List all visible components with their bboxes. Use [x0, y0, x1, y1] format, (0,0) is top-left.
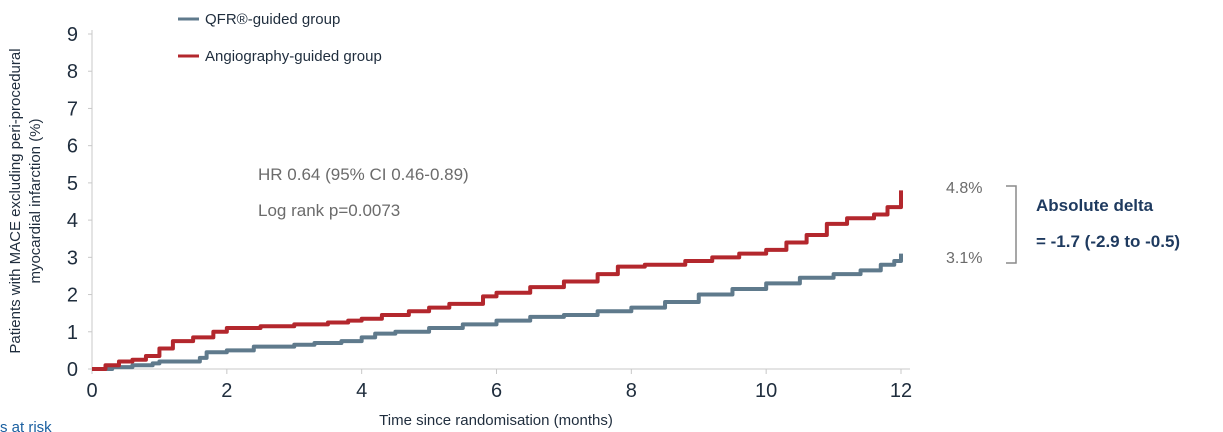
y-tick-label: 2	[67, 285, 78, 307]
x-axis-title: Time since randomisation (months)	[379, 412, 613, 429]
x-tick-label: 4	[356, 380, 367, 402]
y-ticks: 0 1 2 3 4 5 6 7 8 9	[67, 24, 92, 381]
y-axis-title-line1: Patients with MACE excluding peri-proced…	[7, 48, 24, 353]
delta-bracket	[1006, 185, 1017, 264]
y-tick-label: 7	[67, 98, 78, 120]
y-tick-label: 0	[67, 359, 78, 381]
y-axis-title: Patients with MACE excluding peri-proced…	[7, 48, 44, 353]
x-tick-label: 10	[755, 380, 777, 402]
end-label-angio: 4.8%	[946, 180, 982, 197]
x-tick-label: 6	[491, 380, 502, 402]
log-rank-text: Log rank p=0.0073	[258, 201, 400, 220]
legend: QFR®-guided group Angiography-guided gro…	[178, 11, 382, 65]
series-line-qfr	[92, 253, 903, 371]
delta-label: Absolute delta	[1036, 196, 1154, 215]
y-tick-label: 8	[67, 61, 78, 83]
y-tick-label: 6	[67, 136, 78, 158]
legend-label-qfr: QFR®-guided group	[205, 11, 340, 28]
x-ticks: 0 2 4 6 8 10 12	[86, 369, 912, 402]
series-group	[92, 190, 903, 371]
y-tick-label: 4	[67, 210, 78, 232]
x-tick-label: 0	[86, 380, 97, 402]
y-tick-label: 9	[67, 24, 78, 46]
y-tick-label: 3	[67, 247, 78, 269]
legend-label-angio: Angiography-guided group	[205, 48, 382, 65]
x-tick-label: 2	[221, 380, 232, 402]
series-line-angio	[92, 190, 903, 371]
x-tick-label: 12	[890, 380, 912, 402]
y-tick-label: 1	[67, 322, 78, 344]
x-tick-label: 8	[626, 380, 637, 402]
end-label-qfr: 3.1%	[946, 250, 982, 267]
numbers-at-risk-label: s at risk	[0, 419, 52, 432]
delta-value: = -1.7 (-2.9 to -0.5)	[1036, 232, 1180, 251]
y-tick-label: 5	[67, 173, 78, 195]
y-axis-title-line2: myocardial infarction (%)	[27, 118, 44, 283]
hazard-ratio-text: HR 0.64 (95% CI 0.46-0.89)	[258, 165, 469, 184]
